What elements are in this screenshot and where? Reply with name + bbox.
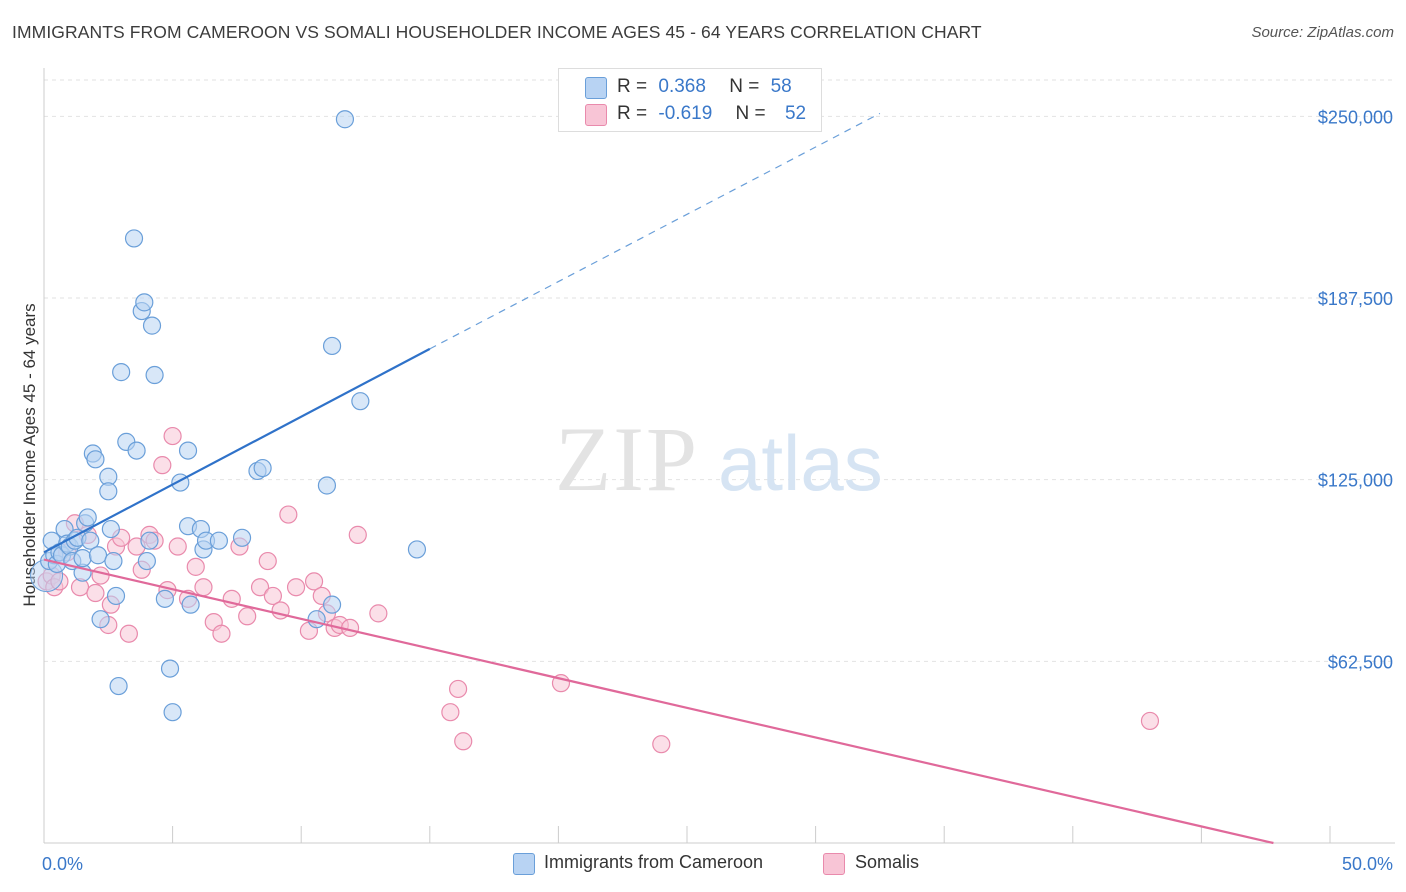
legend-n-value: 58 — [770, 76, 792, 97]
data-point — [253, 458, 272, 478]
data-point — [168, 537, 187, 556]
data-point — [441, 703, 460, 722]
data-point — [86, 583, 105, 603]
legend-r-label: R = — [617, 76, 648, 97]
data-point — [258, 551, 277, 571]
y-tick-label: $250,000 — [1318, 107, 1393, 127]
data-point — [86, 450, 105, 469]
data-point — [181, 595, 200, 614]
bottom-legend-somalis: Somalis — [855, 852, 920, 872]
tick-labels: $62,500 $125,000 $187,500 $250,000 0.0% 50.0% — [42, 107, 1393, 874]
x-tick-label: 0.0% — [42, 854, 83, 874]
data-point — [91, 566, 110, 585]
legend-row-cameroon: R = 0.368 N = 58 — [617, 76, 792, 98]
data-point — [369, 604, 388, 623]
legend-r-label: R = — [617, 103, 648, 124]
data-point — [135, 293, 154, 312]
data-point — [119, 624, 138, 643]
data-point — [212, 624, 231, 643]
grid-layer — [44, 79, 1395, 662]
data-point — [137, 551, 156, 571]
legend-r-value: -0.619 — [658, 103, 713, 124]
chart-title: IMMIGRANTS FROM CAMEROON VS SOMALI HOUSE… — [12, 22, 982, 42]
legend-n-label: N = — [729, 76, 760, 97]
data-point — [81, 531, 100, 550]
legend-r-value: 0.368 — [658, 76, 706, 97]
data-point — [317, 476, 337, 495]
y-tick-label: $62,500 — [1328, 652, 1393, 672]
legend-swatch-cameroon — [585, 77, 607, 99]
data-point — [194, 578, 213, 597]
data-point — [109, 676, 128, 696]
data-point — [232, 528, 252, 547]
data-point — [142, 316, 162, 335]
trend-line-cameroon — [43, 347, 431, 554]
data-point — [186, 557, 205, 576]
data-point — [250, 578, 270, 597]
data-point — [73, 549, 92, 568]
bottom-legend-swatch-somalis — [823, 853, 845, 875]
legend-row-somalis: R = -0.619 N = 52 — [617, 103, 806, 125]
data-point — [407, 540, 427, 559]
trend-line-somalis — [43, 558, 1274, 845]
data-point — [101, 519, 120, 539]
y-tick-label: $125,000 — [1318, 471, 1393, 491]
bottom-legend-cameroon: Immigrants from Cameroon — [544, 852, 764, 872]
legend-swatch-somalis — [585, 104, 607, 126]
data-point — [351, 392, 370, 411]
data-point — [322, 595, 342, 614]
data-point — [279, 505, 298, 524]
legend-n-value: 52 — [784, 103, 807, 124]
data-point — [209, 531, 228, 550]
correlation-legend: R = 0.368 N = 58 R = -0.619 N = 52 — [558, 68, 822, 132]
data-point — [163, 426, 182, 446]
data-point — [238, 607, 257, 626]
data-point — [104, 551, 123, 571]
data-point — [155, 589, 174, 608]
data-point — [307, 610, 326, 629]
data-point — [145, 365, 164, 385]
data-point — [99, 482, 118, 501]
data-point — [106, 586, 126, 606]
watermark-zip: ZIP — [555, 408, 699, 510]
legend-n-label: N = — [735, 103, 766, 124]
data-point — [286, 578, 306, 597]
watermark: ZIP atlas — [555, 408, 883, 510]
data-point — [454, 732, 473, 751]
data-point — [304, 572, 324, 591]
data-point — [348, 525, 367, 544]
data-point — [112, 363, 131, 382]
cameroon-points — [30, 110, 427, 722]
trend-layer — [43, 112, 1274, 845]
trend-line-cameroon-extension — [429, 112, 881, 350]
data-point — [91, 610, 110, 629]
x-tick-label: 50.0% — [1342, 854, 1393, 874]
watermark-atlas: atlas — [718, 419, 883, 507]
source-credit: Source: ZipAtlas.com — [1251, 24, 1394, 41]
data-point — [88, 546, 108, 565]
axis-layer — [43, 68, 1395, 844]
data-point — [78, 508, 97, 527]
data-point — [153, 456, 172, 475]
data-point — [335, 110, 355, 129]
data-point — [163, 703, 182, 722]
data-point — [124, 229, 144, 248]
bottom-legend-swatch-cameroon — [513, 853, 535, 875]
data-point — [263, 586, 283, 606]
data-point — [160, 659, 180, 678]
data-point — [140, 531, 159, 550]
y-tick-label: $187,500 — [1318, 289, 1393, 309]
data-point — [448, 679, 468, 699]
data-point — [652, 735, 671, 754]
data-point — [1140, 711, 1160, 731]
data-point — [127, 441, 146, 460]
data-point — [178, 441, 198, 460]
data-point — [322, 336, 342, 356]
